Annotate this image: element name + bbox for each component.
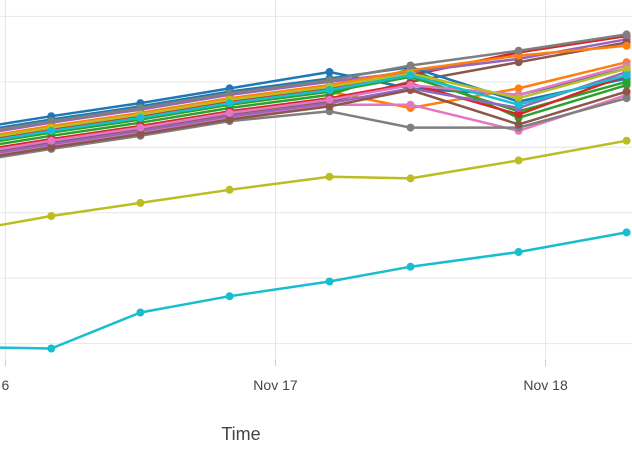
series-line (0, 74, 628, 149)
data-point[interactable] (225, 115, 234, 124)
series-line (0, 33, 627, 131)
data-point[interactable] (406, 100, 415, 109)
data-point[interactable] (136, 130, 145, 139)
data-point[interactable] (47, 344, 56, 353)
data-point[interactable] (406, 262, 415, 271)
x-axis-title: Time (221, 424, 260, 444)
series-line (0, 44, 627, 136)
data-point[interactable] (225, 292, 234, 301)
data-point[interactable] (325, 95, 334, 104)
x-tick-label: 6 (2, 377, 10, 393)
data-point[interactable] (514, 58, 523, 67)
data-point[interactable] (225, 89, 234, 98)
data-point[interactable] (514, 120, 523, 129)
series-line (0, 88, 627, 157)
data-point[interactable] (136, 113, 145, 122)
data-point[interactable] (622, 64, 631, 73)
data-point[interactable] (325, 68, 334, 76)
series-layer (0, 30, 631, 353)
series-line (0, 70, 627, 154)
data-point[interactable] (47, 126, 56, 135)
data-point[interactable] (622, 41, 631, 50)
data-point[interactable] (136, 104, 145, 112)
data-point[interactable] (47, 136, 56, 145)
data-point[interactable] (325, 277, 334, 286)
data-point[interactable] (406, 123, 415, 132)
series-line (0, 38, 627, 133)
data-point[interactable] (622, 77, 631, 86)
data-point[interactable] (622, 87, 631, 96)
series-line (0, 65, 627, 129)
data-point[interactable] (622, 228, 631, 237)
data-point[interactable] (406, 61, 415, 70)
data-point[interactable] (514, 84, 523, 93)
data-point[interactable] (136, 308, 145, 317)
data-point[interactable] (406, 81, 415, 90)
series-line (0, 139, 627, 227)
series-15 (0, 86, 631, 157)
series-17 (0, 30, 631, 131)
series-line (0, 67, 627, 138)
data-point[interactable] (325, 86, 334, 94)
data-point[interactable] (622, 71, 631, 80)
data-point[interactable] (325, 172, 334, 181)
data-point[interactable] (325, 76, 334, 85)
data-point[interactable] (136, 123, 145, 132)
data-point[interactable] (325, 102, 334, 111)
data-point[interactable] (514, 156, 523, 165)
data-point[interactable] (225, 108, 234, 117)
series-19 (0, 71, 631, 141)
x-tick-labels: 6 Nov 17 Nov 18 (2, 377, 568, 393)
data-point[interactable] (514, 100, 523, 109)
data-point[interactable] (225, 185, 234, 194)
data-point[interactable] (47, 117, 56, 126)
data-point[interactable] (622, 94, 631, 103)
data-point[interactable] (622, 30, 631, 39)
data-point[interactable] (47, 143, 56, 152)
series-9 (0, 228, 631, 353)
data-point[interactable] (514, 94, 523, 103)
series-line (0, 34, 627, 139)
data-point[interactable] (136, 198, 145, 207)
series-7 (0, 94, 631, 159)
series-line (0, 96, 627, 159)
data-point[interactable] (225, 99, 234, 108)
x-tick-label: Nov 17 (253, 377, 298, 393)
data-point[interactable] (514, 46, 523, 55)
data-point[interactable] (514, 248, 523, 256)
data-point[interactable] (622, 136, 631, 145)
series-line (0, 231, 627, 350)
data-point[interactable] (406, 71, 415, 80)
x-tick-label: Nov 18 (523, 377, 568, 393)
series-8 (0, 136, 631, 227)
series-line (0, 41, 627, 152)
series-line (0, 74, 627, 141)
data-point[interactable] (47, 212, 56, 220)
data-point[interactable] (406, 174, 415, 183)
data-point[interactable] (514, 110, 523, 119)
